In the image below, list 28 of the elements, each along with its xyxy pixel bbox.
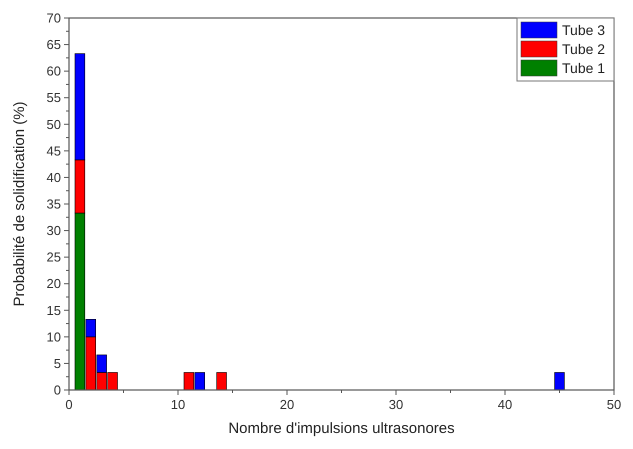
y-tick-label: 70	[46, 10, 61, 26]
y-axis-title: Probabilité de solidification (%)	[11, 101, 28, 307]
y-tick-label: 25	[46, 250, 61, 265]
y-tick-label: 10	[46, 329, 61, 344]
y-tick-label: 30	[46, 223, 61, 238]
y-tick-label: 65	[46, 37, 61, 52]
y-tick-label: 20	[46, 276, 61, 292]
legend-label: Tube 2	[562, 41, 606, 57]
bar	[554, 372, 565, 390]
y-tick-label: 35	[46, 196, 61, 212]
x-tick-label: 40	[498, 397, 512, 412]
y-tick-label: 60	[46, 64, 61, 79]
legend-label: Tube 1	[562, 60, 606, 76]
y-tick-label: 0	[54, 382, 61, 398]
x-tick-label: 50	[606, 397, 622, 412]
y-tick-label: 15	[46, 302, 61, 318]
y-tick-label: 50	[46, 116, 61, 132]
x-tick-label: 30	[388, 397, 404, 412]
x-axis-title: Nombre d'impulsions ultrasonores	[228, 420, 455, 437]
y-tick-label: 5	[54, 356, 61, 371]
x-tick-label: 10	[170, 397, 186, 412]
y-tick-label: 40	[46, 170, 61, 185]
x-tick-label: 20	[280, 397, 294, 412]
x-tick-label: 0	[65, 397, 73, 412]
y-tick-label: 45	[46, 143, 61, 158]
legend-label: Tube 3	[562, 22, 606, 38]
bar	[216, 372, 227, 390]
y-tick-label: 55	[46, 90, 61, 106]
